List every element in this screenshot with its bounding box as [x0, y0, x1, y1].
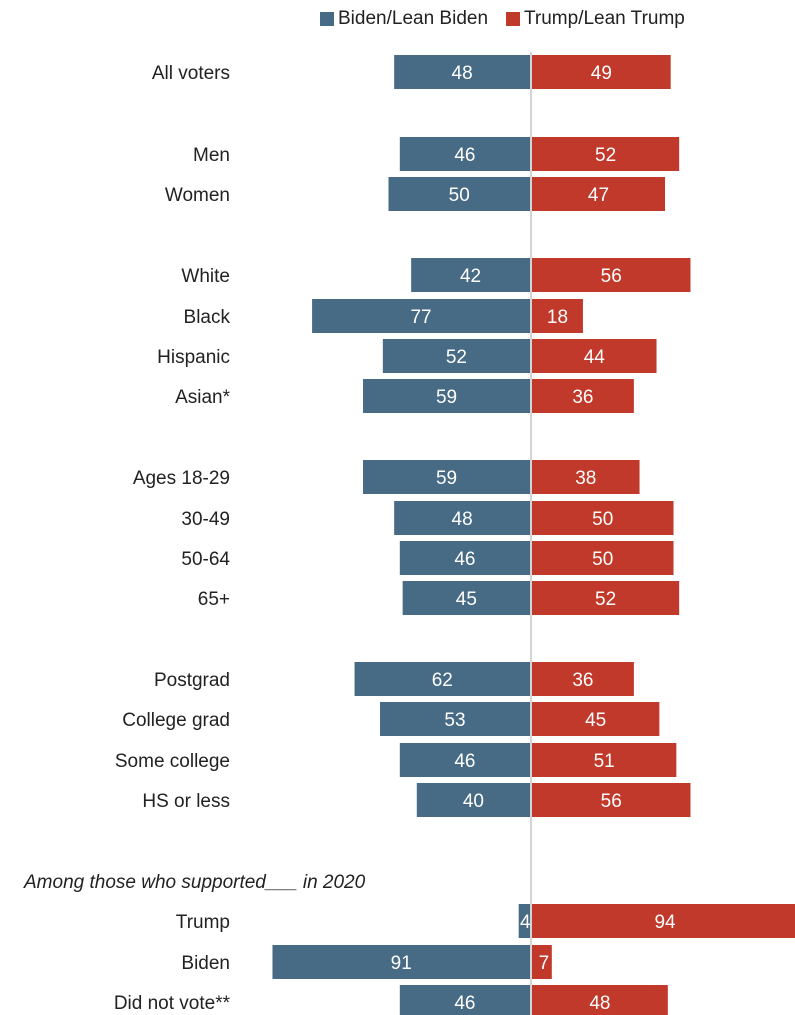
value-label-biden: 53	[444, 710, 465, 731]
bar-biden	[380, 702, 530, 736]
bar-biden	[416, 783, 530, 817]
bar-biden	[411, 258, 530, 292]
bar-trump	[532, 541, 674, 575]
value-label-biden: 62	[432, 670, 453, 691]
bar-biden	[518, 904, 530, 938]
value-label-trump: 52	[595, 589, 616, 610]
bar-trump	[532, 339, 657, 373]
bar-trump	[532, 258, 691, 292]
value-label-biden: 46	[454, 549, 475, 570]
bar-trump	[532, 945, 552, 979]
row-label: HS or less	[142, 791, 230, 812]
value-label-trump: 38	[575, 468, 596, 489]
bar-trump	[532, 662, 634, 696]
value-label-trump: 94	[654, 912, 676, 933]
value-label-trump: 49	[591, 63, 612, 84]
bar-biden	[394, 501, 530, 535]
value-label-trump: 52	[595, 145, 616, 166]
legend-swatch-trump	[506, 12, 521, 26]
bar-trump	[532, 743, 677, 777]
bar-trump	[532, 299, 583, 333]
bar-biden	[312, 299, 530, 333]
row-label: Postgrad	[154, 670, 230, 691]
value-label-biden: 4	[520, 912, 531, 933]
legend-swatch-biden	[320, 12, 334, 26]
value-label-biden: 46	[454, 145, 475, 166]
value-label-trump: 51	[594, 751, 615, 772]
bar-trump	[532, 904, 795, 938]
value-label-trump: 36	[572, 670, 593, 691]
bar-trump	[532, 460, 640, 494]
bar-biden	[399, 137, 530, 171]
bar-trump	[532, 177, 666, 211]
bar-biden	[394, 55, 530, 89]
legend-label-biden: Biden/Lean Biden	[338, 8, 489, 29]
value-label-biden: 40	[463, 791, 484, 812]
row-label: 65+	[198, 589, 230, 610]
bar-biden	[399, 743, 530, 777]
bar-biden	[399, 985, 530, 1015]
value-label-biden: 48	[452, 63, 473, 84]
bar-biden	[399, 541, 530, 575]
value-label-trump: 44	[584, 347, 606, 368]
legend: Biden/Lean Biden Trump/Lean Trump	[320, 8, 685, 30]
row-label: Trump	[176, 912, 230, 933]
value-label-trump: 45	[585, 710, 606, 731]
legend-item-trump: Trump/Lean Trump	[506, 8, 685, 30]
row-label: All voters	[152, 63, 230, 84]
value-label-trump: 18	[547, 307, 568, 328]
value-label-biden: 91	[391, 953, 412, 974]
bar-trump	[532, 501, 674, 535]
section-heading: Among those who supported___ in 2020	[23, 872, 366, 893]
bar-trump	[532, 702, 660, 736]
row-label: Ages 18-29	[133, 468, 230, 489]
value-label-biden: 59	[436, 468, 457, 489]
value-label-trump: 50	[592, 509, 613, 530]
bar-trump	[532, 55, 671, 89]
bar-biden	[354, 662, 530, 696]
value-label-trump: 7	[539, 953, 550, 974]
row-label: 50-64	[181, 549, 230, 570]
value-label-biden: 45	[456, 589, 477, 610]
bar-biden	[402, 581, 530, 615]
row-label: Did not vote**	[114, 993, 231, 1014]
row-label: Asian*	[175, 387, 231, 408]
bar-biden	[388, 177, 530, 211]
bar-biden	[272, 945, 530, 979]
value-label-trump: 50	[592, 549, 613, 570]
row-label: Black	[184, 307, 231, 328]
bar-biden	[382, 339, 530, 373]
row-label: Some college	[115, 751, 230, 772]
row-label: Biden	[181, 953, 230, 974]
legend-item-biden: Biden/Lean Biden	[320, 8, 488, 30]
value-label-biden: 48	[452, 509, 473, 530]
bar-trump	[532, 783, 691, 817]
bar-trump	[532, 379, 634, 413]
row-label: White	[181, 266, 230, 287]
value-label-biden: 59	[436, 387, 457, 408]
row-label: College grad	[122, 710, 230, 731]
legend-label-trump: Trump/Lean Trump	[524, 8, 685, 29]
value-label-trump: 56	[601, 791, 622, 812]
bar-trump	[532, 137, 680, 171]
bar-biden	[363, 460, 530, 494]
value-label-biden: 42	[460, 266, 481, 287]
row-label: Hispanic	[157, 347, 230, 368]
row-label: 30-49	[181, 509, 230, 530]
value-label-biden: 50	[449, 185, 470, 206]
value-label-trump: 47	[588, 185, 609, 206]
value-label-trump: 48	[589, 993, 610, 1014]
value-label-trump: 36	[572, 387, 593, 408]
value-label-trump: 56	[601, 266, 622, 287]
value-label-biden: 46	[454, 993, 475, 1014]
row-label: Women	[165, 185, 230, 206]
bar-biden	[363, 379, 530, 413]
row-label: Men	[193, 145, 230, 166]
bar-trump	[532, 985, 668, 1015]
value-label-biden: 46	[454, 751, 475, 772]
value-label-biden: 77	[410, 307, 431, 328]
value-label-biden: 52	[446, 347, 467, 368]
bar-trump	[532, 581, 680, 615]
